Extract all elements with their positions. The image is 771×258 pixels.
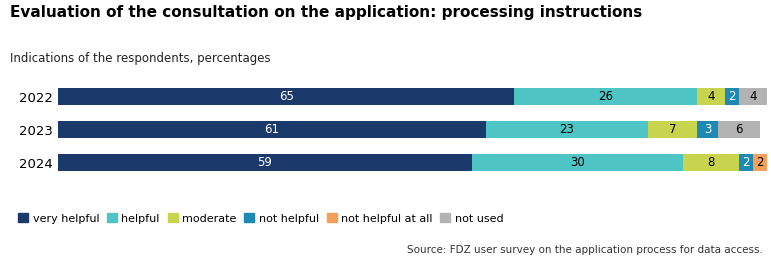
Text: Evaluation of the consultation on the application: processing instructions: Evaluation of the consultation on the ap… [10, 5, 642, 20]
Bar [514, 88, 697, 105]
Bar [487, 121, 648, 138]
Text: 4: 4 [749, 90, 757, 103]
Text: 4: 4 [707, 90, 715, 103]
Bar [753, 154, 767, 171]
Bar [718, 121, 760, 138]
Text: 61: 61 [264, 123, 280, 136]
Bar [58, 154, 472, 171]
Text: 26: 26 [598, 90, 613, 103]
Text: 30: 30 [570, 156, 585, 169]
Text: 7: 7 [668, 123, 676, 136]
Text: 6: 6 [736, 123, 742, 136]
Text: Source: FDZ user survey on the application process for data access.: Source: FDZ user survey on the applicati… [407, 245, 763, 255]
Bar [683, 154, 739, 171]
Text: 2: 2 [742, 156, 750, 169]
Bar [58, 121, 487, 138]
Bar [739, 154, 753, 171]
Bar [697, 121, 718, 138]
Legend: very helpful, helpful, moderate, not helpful, not helpful at all, not used: very helpful, helpful, moderate, not hel… [14, 209, 508, 228]
Text: 23: 23 [560, 123, 574, 136]
Text: 2: 2 [729, 90, 736, 103]
Text: Indications of the respondents, percentages: Indications of the respondents, percenta… [10, 52, 271, 64]
Text: 3: 3 [704, 123, 711, 136]
Text: 65: 65 [278, 90, 294, 103]
Bar [648, 121, 697, 138]
Bar [472, 154, 683, 171]
Bar [725, 88, 739, 105]
Text: 2: 2 [756, 156, 764, 169]
Bar [58, 88, 514, 105]
Bar [739, 88, 767, 105]
Text: 59: 59 [258, 156, 272, 169]
Text: 8: 8 [707, 156, 715, 169]
Bar [697, 88, 725, 105]
